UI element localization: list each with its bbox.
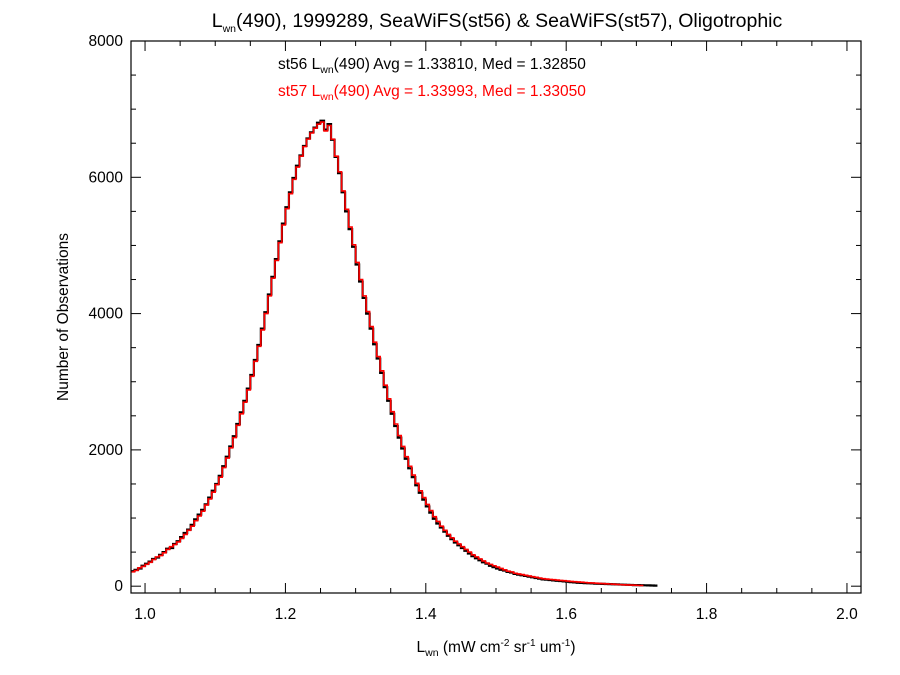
series-layer <box>131 119 658 587</box>
x-tick-label: 1.4 <box>415 606 437 623</box>
x-tick-label: 1.2 <box>275 606 297 623</box>
x-tick-label: 2.0 <box>836 606 858 623</box>
x-axis-label: Lwn (mW cm-2 sr-1 um-1) <box>417 638 576 659</box>
y-tick-label: 4000 <box>89 306 124 323</box>
annotation-st57: st57 Lwn(490) Avg = 1.33993, Med = 1.330… <box>278 83 586 103</box>
chart-title: Lwn(490), 1999289, SeaWiFS(st56) & SeaWi… <box>212 10 783 35</box>
annotation-st56: st56 Lwn(490) Avg = 1.33810, Med = 1.328… <box>278 56 586 76</box>
plot-frame <box>130 40 862 594</box>
series-line-st56 <box>131 119 658 587</box>
x-tick-label: 1.6 <box>555 606 577 623</box>
y-tick-label: 0 <box>114 578 123 595</box>
y-tick-label: 8000 <box>89 33 124 50</box>
series-line-st57 <box>131 121 644 587</box>
y-tick-label: 2000 <box>89 442 124 459</box>
axis-ticks: 1.0 1.2 1.4 1.6 1.8 2.0 0 2000 4000 6000 8000 <box>89 33 861 623</box>
y-tick-label: 6000 <box>89 169 124 186</box>
x-tick-label: 1.8 <box>696 606 718 623</box>
chart-title-subscript: wn <box>222 23 237 35</box>
x-tick-label: 1.0 <box>134 606 156 623</box>
y-axis-label: Number of Observations <box>55 233 72 401</box>
